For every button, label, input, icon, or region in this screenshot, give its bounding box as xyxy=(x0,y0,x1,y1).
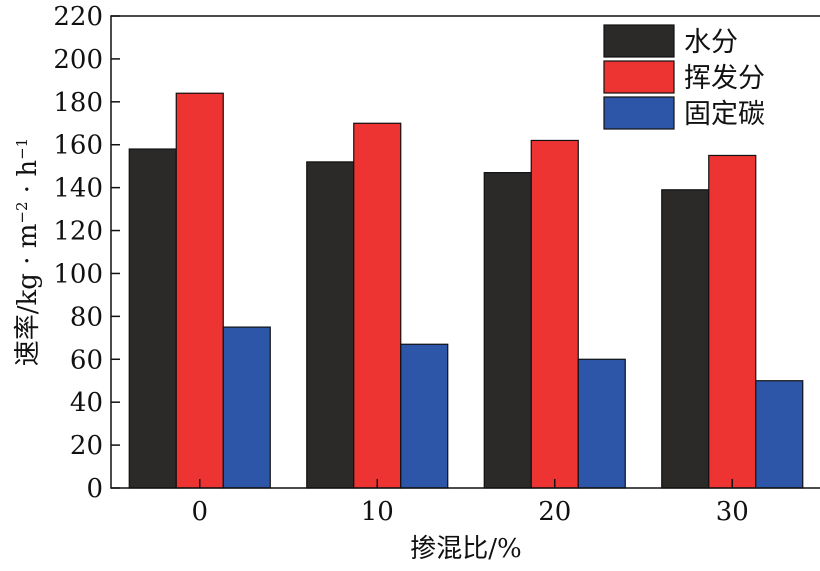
bar-series-2-category-0 xyxy=(222,326,271,489)
bar-series-0-category-30 xyxy=(661,189,710,489)
bar-series-0-category-20 xyxy=(483,172,532,489)
legend-label-0: 水分 xyxy=(684,27,738,58)
legend-swatch-2 xyxy=(603,96,675,130)
y-axis-label-main: 速率/kg · m xyxy=(13,224,43,367)
y-tick-label: 60 xyxy=(70,345,103,375)
y-tick-label: 140 xyxy=(53,174,103,204)
y-tick-label: 160 xyxy=(53,131,103,161)
bars-layer xyxy=(128,92,804,489)
y-tick-label: 20 xyxy=(70,431,103,461)
y-tick-label: 0 xyxy=(86,474,103,504)
y-axis: 0 20 40 60 80 100 120 140 160 180 200 220 xyxy=(53,2,120,504)
x-tick-label: 30 xyxy=(716,497,749,527)
y-axis-label-mid: · h xyxy=(13,160,43,202)
y-tick-label: 100 xyxy=(53,259,103,289)
x-tick-label: 10 xyxy=(361,497,394,527)
x-tick-label: 0 xyxy=(191,497,208,527)
y-axis-label-h-exponent: −1 xyxy=(13,138,31,160)
y-axis-label: 速率/kg · m−2 · h−1 xyxy=(13,138,43,366)
legend-swatch-1 xyxy=(603,60,675,94)
y-tick-label: 200 xyxy=(53,45,103,75)
bar-series-1-category-20 xyxy=(530,139,579,489)
x-axis: 0 10 20 30 xyxy=(191,479,749,527)
bar-series-1-category-10 xyxy=(353,122,402,489)
plot-frame xyxy=(110,15,820,489)
y-tick-label: 80 xyxy=(70,302,103,332)
y-tick-label: 120 xyxy=(53,217,103,247)
y-tick-label: 40 xyxy=(70,388,103,418)
bar-series-2-category-20 xyxy=(577,358,626,489)
y-tick-label: 180 xyxy=(53,88,103,118)
legend-label-1: 挥发分 xyxy=(684,63,765,94)
bar-series-1-category-0 xyxy=(175,92,224,489)
y-axis-label-m-exponent: −2 xyxy=(13,201,31,223)
legend-swatch-0 xyxy=(603,24,675,58)
bar-series-2-category-30 xyxy=(755,380,804,489)
x-axis-label: 掺混比/% xyxy=(410,534,521,564)
legend-label-2: 固定碳 xyxy=(684,99,765,130)
bar-series-2-category-10 xyxy=(400,343,449,489)
y-tick-label: 220 xyxy=(53,2,103,32)
bar-series-0-category-0 xyxy=(128,148,177,489)
bar-series-1-category-30 xyxy=(708,154,757,489)
bar-series-0-category-10 xyxy=(306,161,355,489)
x-tick-label: 20 xyxy=(538,497,571,527)
